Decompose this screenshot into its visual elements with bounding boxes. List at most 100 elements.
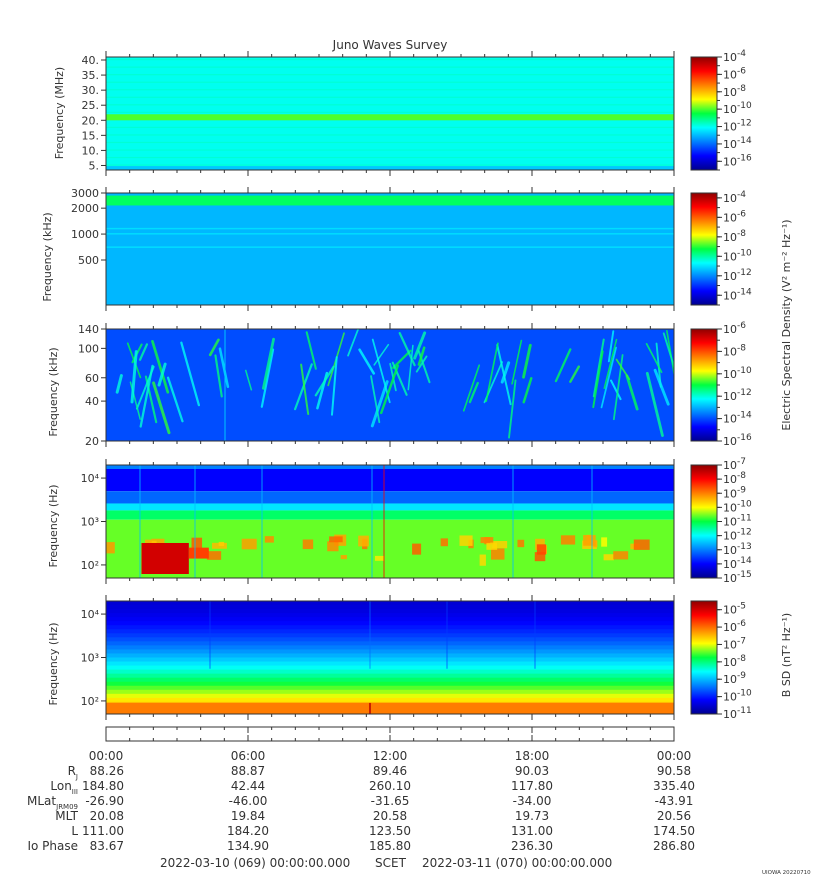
emission-streak [115,374,123,394]
ephemeris-value: 19.84 [231,809,265,823]
colorbar-tick-label: 10-10 [723,248,752,263]
panel-3-ylabel: Frequency (kHz) [47,347,60,436]
intensity-band [106,689,674,695]
ephemeris-row-label: MLatJRM09 [27,794,78,811]
ytick-label: 500 [78,254,99,267]
colorbar-tick-label: 10-7 [723,457,746,472]
ephemeris-value: 260.10 [369,779,411,793]
ephemeris-row-label: MLT [55,809,78,823]
freq-stripe [106,96,674,98]
ytick-label: 10³ [81,516,99,529]
emission-patch [218,541,225,547]
colorbar-tick-label: 10-6 [723,66,746,81]
ytick-label: 3000 [71,187,99,200]
ephemeris-value: 184.20 [227,824,269,838]
intense-region [188,547,209,559]
emission-patch [492,541,508,549]
background-level [106,57,674,170]
intensity-band [106,605,674,610]
panel-1-yaxis: 40. 35. 30. 25. 20. 15. 10. 5. [82,54,106,172]
emission-streak [244,369,253,391]
emission-streak [462,364,481,412]
emission-patch [340,555,347,560]
emission-patch [206,551,222,560]
panel-1: 40. 35. 30. 25. 20. 15. 10. 5. Frequency (MHz) [53,51,675,176]
emission-streak [130,350,138,404]
emission-streak [609,379,622,401]
ytick-label: 10⁴ [81,472,100,485]
colorbar-tick-label: 10-12 [723,119,752,134]
intensity-band [106,613,674,618]
ytick-label: 25. [82,99,100,112]
freq-stripe [106,149,674,151]
emission-patch [479,554,486,566]
ytick-label: 15. [82,129,100,142]
ytick-label: 100 [78,342,99,355]
freq-stripe [106,134,674,136]
emission-streak [300,363,310,415]
emission-patch [536,544,546,555]
panel-2: 3000 2000 1000 500 Frequency (kHz) [41,187,675,311]
emission-band [106,114,674,121]
ytick-label: 1000 [71,228,99,241]
panel-2-yaxis: 3000 2000 1000 500 [71,187,106,267]
ephemeris-value: 185.80 [369,839,411,853]
emission-patch [613,551,629,560]
colorbar-tick-label: 10-12 [723,388,752,403]
time-label: 00:00 [657,749,692,763]
intensity-band [106,669,674,675]
ephemeris-row-label: RJ [68,764,78,781]
intensity-band [106,609,674,614]
emission-streak [380,364,400,415]
ytick-label: 10² [81,695,99,708]
freq-stripe [106,74,674,76]
version-stamp: UIOWA 20220710 [762,870,811,876]
emission-patch [601,537,608,547]
emission-streak [157,362,167,387]
emission-streak [218,347,230,388]
emission-streak [662,332,674,370]
intensity-band [106,641,674,646]
emission-streak [522,343,532,379]
colorbar-tick-label: 10-12 [723,528,752,543]
intensity-band [106,677,674,683]
intensity-band [106,697,674,703]
ephemeris-value: 89.46 [373,764,407,778]
ephemeris-value: 88.87 [231,764,265,778]
emission-patch [603,554,614,561]
intensity-band [106,637,674,642]
emission-streak [645,343,663,373]
panel-1-ylabel: Frequency (MHz) [53,67,66,159]
colorbar-tick-label: 10-16 [723,433,752,448]
panel-5-yaxis: 10⁴ 10³ 10² [81,608,106,708]
emission-streak [139,364,154,428]
emission-streak [152,381,171,435]
intensity-band [106,693,674,699]
freq-stripe [106,111,674,113]
colorbar-tick-label: 10-6 [723,321,746,336]
colorbar-tick-label: 10-8 [723,229,746,244]
panel-5-ylabel: Frequency (Hz) [47,623,60,706]
chart-title: Juno Waves Survey [332,38,448,52]
emission-streak [413,331,427,360]
colorbar-tick-label: 10-7 [723,636,746,651]
emission-streak [330,356,338,416]
emission-patch [440,538,448,547]
panel-4: 10⁴ 10³ 10² Frequency (Hz) [47,459,675,584]
ytick-label: 10³ [81,652,99,665]
emission-streak [615,358,631,381]
ephemeris-value: 174.50 [653,824,695,838]
colorbar-tick-label: 10-10 [723,499,752,514]
emission-patch [329,536,343,543]
emission-streak [373,343,390,366]
emission-patch [374,555,385,561]
emission-streak [415,355,428,373]
footer-start-time: 2022-03-10 (069) 00:00:00.000 [160,856,350,870]
ephemeris-value: 123.50 [369,824,411,838]
freq-stripe [106,164,674,166]
freq-stripe [106,233,674,235]
top-edge [106,465,674,469]
freq-stripe [106,246,674,248]
colorbar-tick-label: 10-16 [723,153,752,168]
colorbar-tick-label: 10-14 [723,556,752,571]
